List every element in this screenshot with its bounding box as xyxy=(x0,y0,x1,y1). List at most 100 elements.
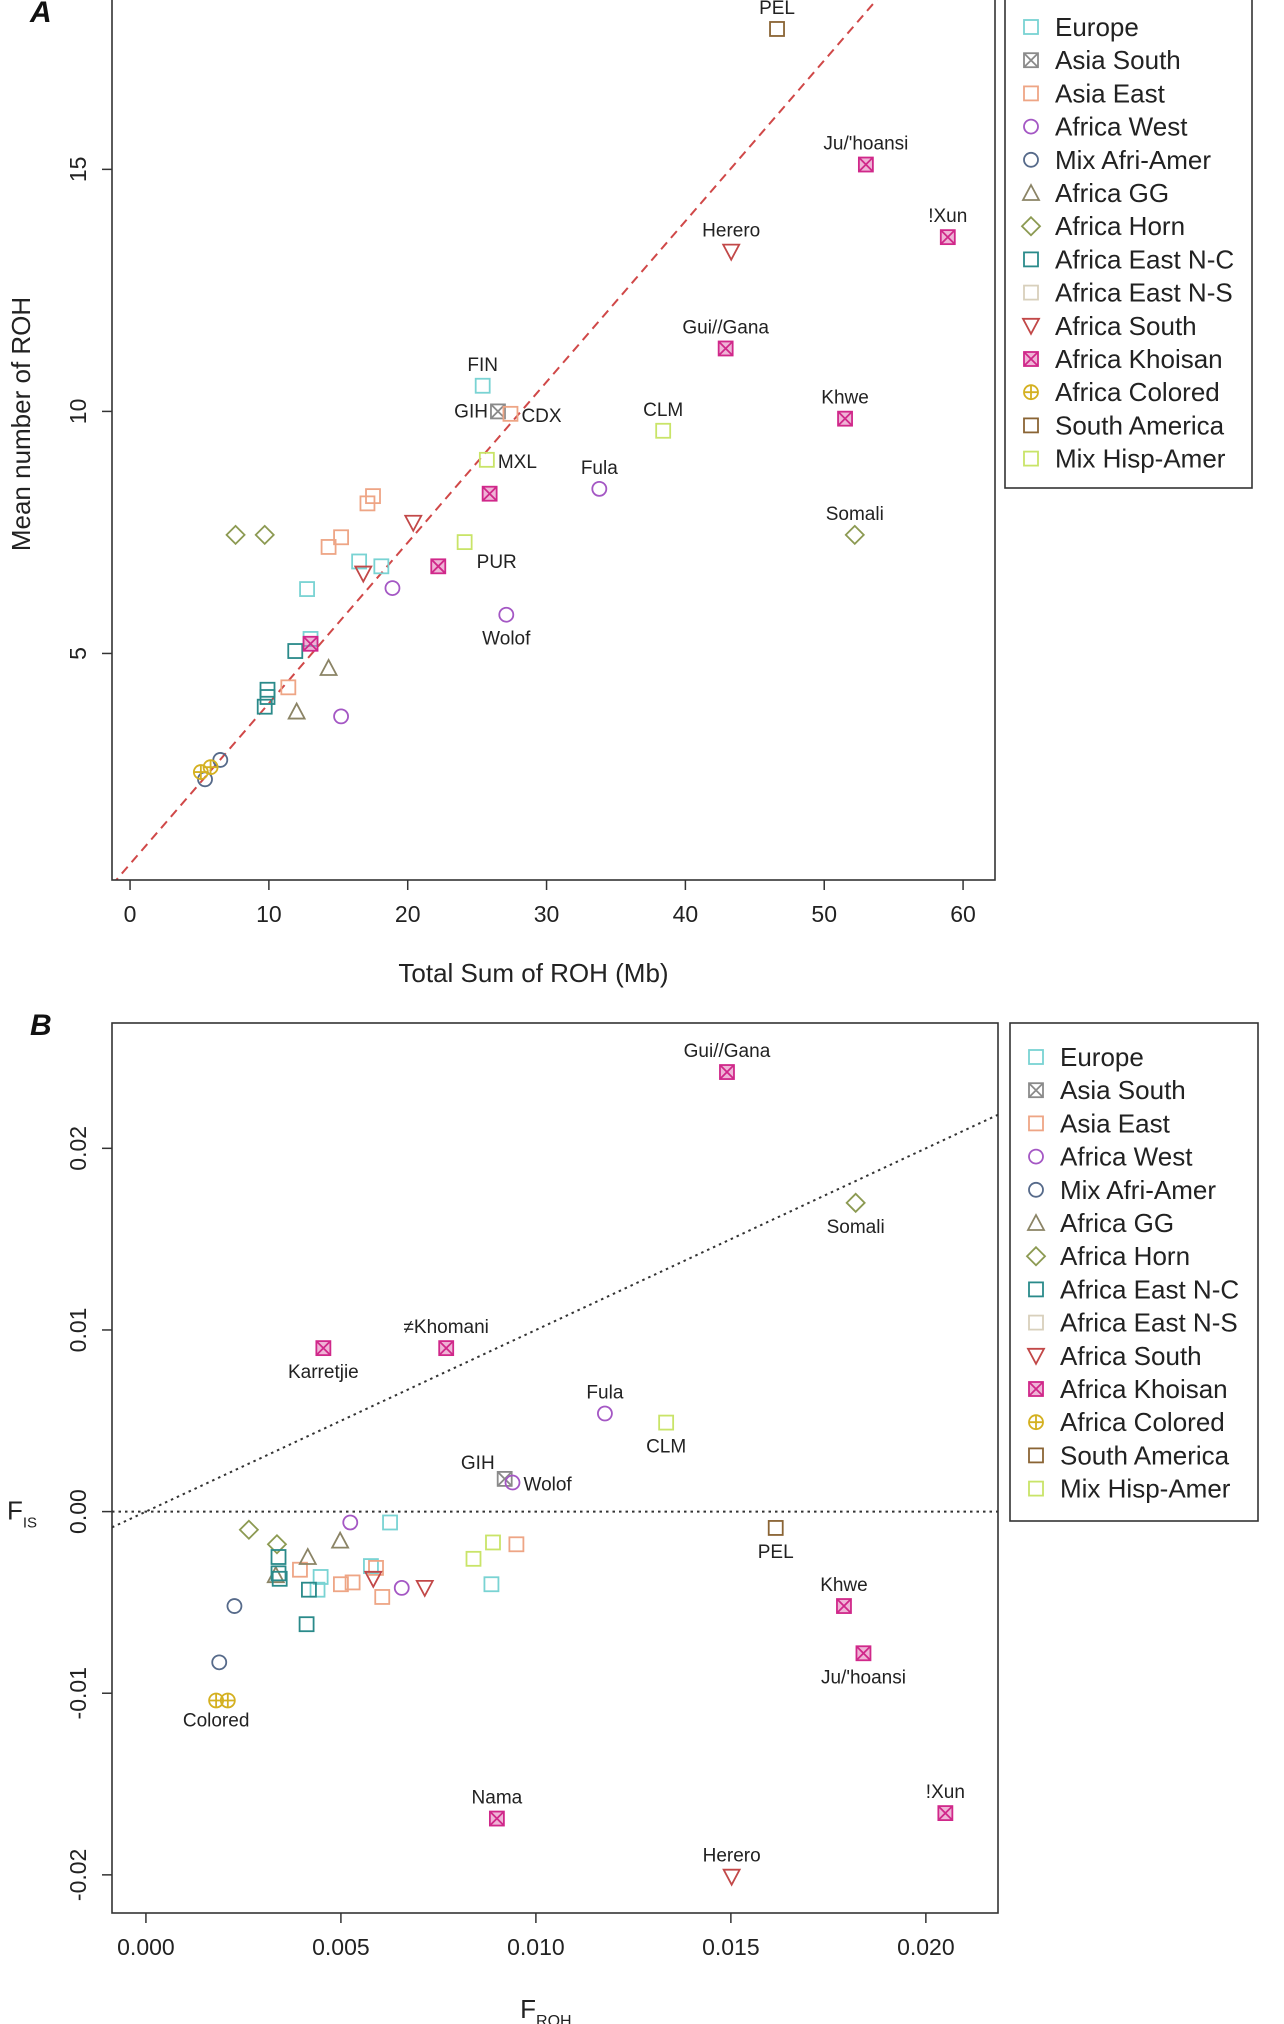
data-point-cross xyxy=(940,229,956,245)
legend-item: Asia South xyxy=(1023,45,1181,75)
point-label: CDX xyxy=(521,406,561,427)
data-point-box xyxy=(508,1536,525,1553)
legend-marker-box xyxy=(1023,251,1039,268)
x-tick-label: 20 xyxy=(395,901,421,927)
legend-label: Africa Khoisan xyxy=(1055,344,1223,374)
data-point xyxy=(254,524,275,546)
legend-item: Africa South xyxy=(1021,311,1197,341)
legend-item: Africa Horn xyxy=(1025,1241,1190,1271)
legend-marker xyxy=(1028,1049,1044,1065)
point-label: Somali xyxy=(827,1217,885,1238)
legend-item: Africa West xyxy=(1023,112,1188,142)
data-point xyxy=(769,21,785,37)
data-point-box xyxy=(259,689,276,705)
point-label: Khwe xyxy=(820,1575,868,1596)
data-point-box xyxy=(271,1570,288,1587)
data-point xyxy=(319,658,339,676)
point-label: ≠Khomani xyxy=(403,1317,488,1338)
data-point xyxy=(333,1576,349,1593)
data-point xyxy=(374,1589,391,1605)
legend-frame xyxy=(1009,1022,1259,1522)
data-point xyxy=(415,1579,435,1598)
legend-marker xyxy=(1023,251,1039,268)
legend-marker xyxy=(1025,1245,1047,1267)
legend-marker-plus xyxy=(1029,1415,1043,1430)
x-tick-label: 0.015 xyxy=(702,1934,760,1960)
x-tick-label: 30 xyxy=(534,901,560,927)
legend-marker xyxy=(1021,183,1041,201)
point-label: CLM xyxy=(646,1437,686,1458)
data-point-tri xyxy=(319,658,339,676)
legend-marker-box xyxy=(1023,85,1039,102)
data-point-box xyxy=(270,1565,287,1582)
data-point xyxy=(302,635,319,652)
data-point xyxy=(837,410,853,427)
panel-a: A 0 10 20 30 40 50 60 5 10 15 Total Sum of ROH (Mb)… xyxy=(6,0,1253,988)
data-point-cross xyxy=(855,1645,872,1661)
data-point xyxy=(485,1534,501,1551)
legend-label: Mix Afri-Amer xyxy=(1060,1175,1216,1205)
panel-label: A xyxy=(29,0,52,29)
data-point xyxy=(287,643,304,659)
legend-item: Asia East xyxy=(1028,1108,1171,1138)
legend-marker-plus xyxy=(1024,385,1038,400)
point-label: Wolof xyxy=(482,629,531,650)
data-point xyxy=(266,1534,288,1555)
data-point-cross xyxy=(481,486,498,502)
data-point xyxy=(655,422,672,439)
data-point xyxy=(280,679,297,696)
legend-frame xyxy=(1004,0,1253,489)
legend-marker xyxy=(1026,1347,1046,1366)
x-tick-label: 40 xyxy=(673,901,699,927)
data-point xyxy=(844,524,866,546)
legend-label: Asia East xyxy=(1055,78,1166,108)
legend-marker-tri xyxy=(1021,317,1041,336)
data-point-diamond xyxy=(225,524,246,546)
data-point-box xyxy=(373,558,390,575)
data-point-box xyxy=(483,1576,500,1593)
legend-item: Africa Khoisan xyxy=(1023,344,1223,374)
data-point-cross xyxy=(430,558,446,574)
x-tick-label: 0 xyxy=(124,901,137,927)
data-point-tri xyxy=(287,701,307,720)
data-point xyxy=(717,340,734,357)
point-label: Fula xyxy=(581,458,618,479)
y-axis-label: FIS xyxy=(7,1496,37,1532)
legend-marker-box xyxy=(1028,1082,1044,1099)
data-point xyxy=(591,480,608,497)
legend-marker-box xyxy=(1028,1480,1044,1497)
data-point xyxy=(845,1192,866,1214)
data-point xyxy=(333,708,349,725)
data-point xyxy=(474,377,491,394)
point-label: Herero xyxy=(703,1846,761,1867)
point-label: Herero xyxy=(702,221,760,242)
data-point-box xyxy=(655,422,672,439)
legend-item: Asia South xyxy=(1028,1075,1186,1105)
legend-marker xyxy=(1023,450,1039,467)
data-point-cross xyxy=(719,1064,735,1080)
legend-item: Africa GG xyxy=(1021,178,1169,208)
legend-marker xyxy=(1023,384,1039,401)
legend-label: South America xyxy=(1060,1440,1230,1470)
point-label: Ju/'hoansi xyxy=(821,1667,906,1688)
legend-item: Africa South xyxy=(1026,1341,1202,1371)
data-point xyxy=(225,524,246,546)
x-tick-label: 10 xyxy=(256,901,282,927)
legend-item: Mix Afri-Amer xyxy=(1023,145,1211,175)
data-point-cross xyxy=(497,1471,513,1487)
data-point xyxy=(351,553,368,570)
data-point xyxy=(504,1474,521,1491)
data-point xyxy=(301,1581,317,1598)
data-point-cross xyxy=(438,1340,454,1356)
data-point xyxy=(488,1810,505,1827)
legend-item: Africa Colored xyxy=(1023,377,1220,407)
data-point xyxy=(855,1645,872,1662)
y-axis-label-sub: IS xyxy=(23,1515,37,1532)
legend-item: Europe xyxy=(1028,1042,1144,1072)
data-point-box xyxy=(490,403,506,420)
data-point-circle xyxy=(393,1579,410,1596)
data-point xyxy=(330,1530,350,1549)
x-axis-label: Total Sum of ROH (Mb) xyxy=(398,958,668,988)
data-point-cross xyxy=(315,1340,331,1356)
